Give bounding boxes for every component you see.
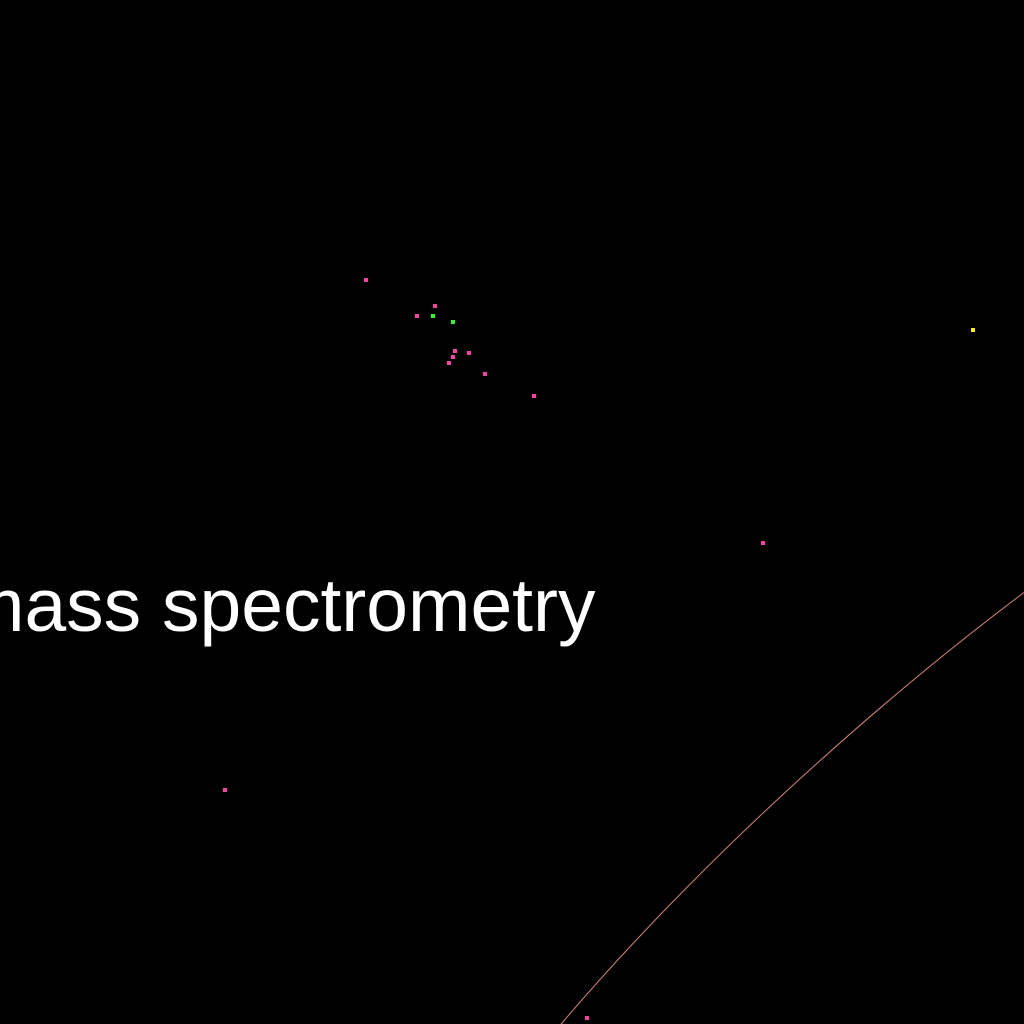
magenta-node-point	[532, 394, 536, 398]
magenta-node-point	[585, 1016, 589, 1020]
magenta-node-point	[451, 355, 455, 359]
magenta-node-point	[453, 349, 457, 353]
magenta-node-point	[483, 372, 487, 376]
magenta-node-point	[447, 361, 451, 365]
magenta-node-point	[433, 304, 437, 308]
magenta-node-point	[223, 788, 227, 792]
magenta-node-point	[364, 278, 368, 282]
green-node-point	[451, 320, 455, 324]
edge-curve	[560, 591, 1024, 1024]
yellow-node-point	[971, 328, 975, 332]
magenta-node-point	[467, 351, 471, 355]
magenta-node-point	[415, 314, 419, 318]
green-node-point	[431, 314, 435, 318]
node-label-mass-spectrometry: mass spectrometry	[0, 563, 596, 647]
magenta-node-point	[761, 541, 765, 545]
